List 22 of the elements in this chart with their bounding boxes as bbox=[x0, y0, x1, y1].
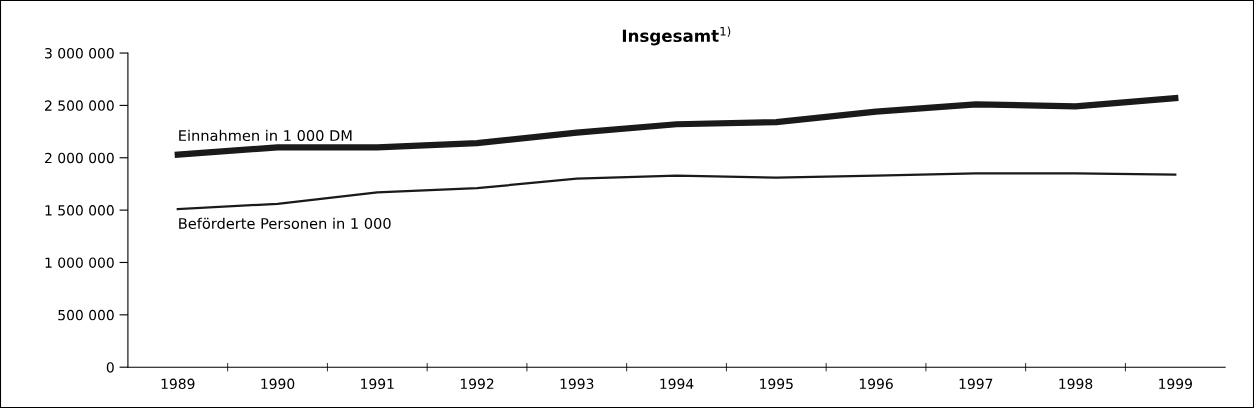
x-tick-label: 1992 bbox=[460, 378, 494, 390]
x-tick-label: 1989 bbox=[161, 378, 195, 390]
x-tick-label: 1995 bbox=[760, 378, 793, 390]
x-tick-label: 1996 bbox=[859, 378, 893, 390]
y-tick-label: 2 000 000 bbox=[45, 152, 114, 164]
chart-title: Insgesamt$^{1)}$ bbox=[622, 26, 731, 46]
y-tick-label: 0 bbox=[106, 362, 114, 373]
x-tick-label: 1990 bbox=[261, 378, 295, 390]
x-tick-label: 1994 bbox=[660, 378, 694, 390]
line-series bbox=[176, 172, 1177, 211]
x-tick-label: 1999 bbox=[1159, 378, 1192, 390]
x-tick-label: 1998 bbox=[1059, 378, 1093, 390]
y-tick-label: 1 500 000 bbox=[45, 205, 114, 216]
x-tick-label: 1991 bbox=[361, 378, 394, 390]
x-tick-label: 1997 bbox=[959, 378, 993, 390]
series-label: Beförderte Personen in 1 000 bbox=[179, 217, 391, 230]
y-tick-label: 2 500 000 bbox=[45, 100, 114, 111]
y-tick-label: 3 000 000 bbox=[45, 48, 114, 59]
y-tick-label: 500 000 bbox=[58, 309, 114, 321]
y-tick-label: 1 000 000 bbox=[45, 257, 114, 268]
series-label: Einnahmen in 1 000 DM bbox=[179, 129, 352, 142]
x-tick-label: 1993 bbox=[560, 378, 594, 390]
